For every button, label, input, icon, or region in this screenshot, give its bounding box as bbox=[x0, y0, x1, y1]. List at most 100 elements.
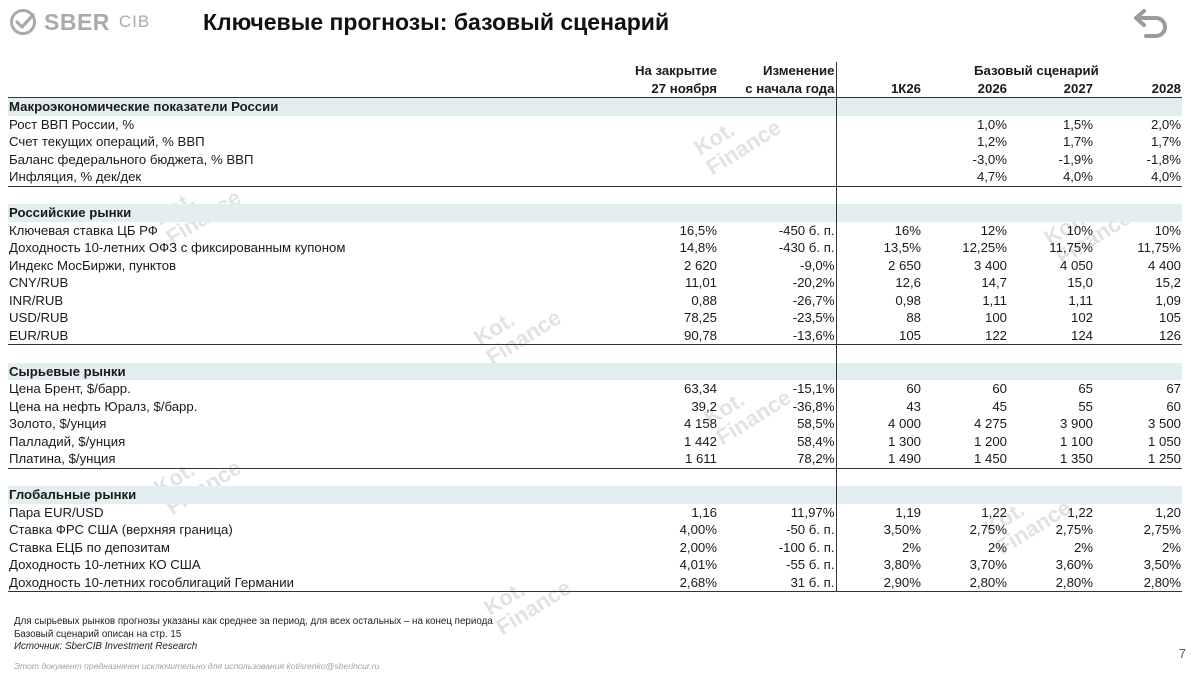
cell-close: 4 158 bbox=[683, 416, 717, 431]
section-header: Российские рынки bbox=[8, 204, 1182, 222]
cell-v2: 1 450 bbox=[922, 450, 1008, 469]
row-label: Ставка ЕЦБ по депозитам bbox=[9, 539, 170, 555]
page-title: Ключевые прогнозы: базовый сценарий bbox=[203, 9, 670, 35]
cell-v3: 10% bbox=[1066, 222, 1093, 238]
cell-v4: 1,7% bbox=[1150, 134, 1181, 149]
cell-change: -100 б. п. bbox=[718, 538, 837, 556]
cell-close bbox=[578, 116, 718, 134]
cell-v2: 4,7% bbox=[922, 168, 1008, 187]
section-header: Глобальные рынки bbox=[8, 486, 1182, 504]
cell-v1: 1,19 bbox=[895, 504, 921, 520]
row-label: Рост ВВП России, % bbox=[9, 116, 135, 132]
cell-change bbox=[718, 168, 837, 187]
cell-v2: 1,11 bbox=[982, 292, 1007, 308]
back-arrow-icon[interactable] bbox=[1132, 5, 1172, 41]
row-label: Палладий, $/унция bbox=[9, 433, 126, 449]
col-header-date: 27 ноября bbox=[578, 79, 718, 98]
cell-v1: 88 bbox=[906, 310, 921, 325]
cell-v1: 43 bbox=[906, 398, 921, 414]
table-row: Счет текущих операций, % ВВП 1,2% 1,7% 1,7% bbox=[8, 133, 1182, 151]
section-title: Российские рынки bbox=[8, 204, 578, 222]
cell-change: -36,8% bbox=[718, 397, 837, 415]
row-label: Индекс МосБиржи, пунктов bbox=[9, 257, 177, 273]
cell-change: -450 б. п. bbox=[718, 221, 837, 239]
cell-v2: 1 200 bbox=[973, 433, 1007, 449]
table-body: Макроэкономические показатели России Рост… bbox=[8, 97, 1182, 592]
sber-cib-logo: SBER CIB bbox=[9, 6, 150, 38]
row-label: INR/RUB bbox=[9, 292, 64, 308]
cell-v4: 105 bbox=[1158, 310, 1181, 325]
cell-v4: 2,80% bbox=[1094, 573, 1182, 592]
cell-close: 39,2 bbox=[691, 398, 717, 414]
cell-v1: 13,5% bbox=[883, 240, 921, 255]
table-row: Рост ВВП России, % 1,0% 1,5% 2,0% bbox=[8, 115, 1182, 134]
cell-v3: 102 bbox=[1070, 310, 1093, 325]
cell-v4: 15,2 bbox=[1155, 275, 1181, 290]
cell-close: 90,78 bbox=[578, 326, 718, 345]
disclaimer: Этот документ предназначен исключительно… bbox=[14, 661, 380, 671]
cell-v3: 1,11 bbox=[1068, 292, 1093, 308]
sber-check-icon bbox=[10, 9, 36, 35]
row-label: Доходность 10-летних ОФЗ с фиксированным… bbox=[9, 240, 346, 255]
cell-v4: 11,75% bbox=[1137, 240, 1181, 255]
cell-close: 2,00% bbox=[679, 539, 717, 555]
cell-v3: 3 900 bbox=[1059, 416, 1093, 431]
cell-v1: 2% bbox=[901, 539, 921, 555]
row-label: Платина, $/унция bbox=[8, 450, 578, 469]
section-header: Макроэкономические показатели России bbox=[8, 97, 1182, 116]
row-label: Цена на нефть Юралз, $/барр. bbox=[9, 398, 198, 414]
cell-v3: 124 bbox=[1008, 326, 1094, 345]
cell-v2: 14,7 bbox=[981, 275, 1007, 290]
cell-v2: 2,75% bbox=[969, 522, 1007, 537]
cell-v1: 60 bbox=[906, 381, 921, 396]
cell-v1: 1 490 bbox=[836, 450, 922, 469]
table-row: Ключевая ставка ЦБ РФ 16,5% -450 б. п. 16% 1… bbox=[8, 221, 1182, 239]
table-row: Палладий, $/унция 1 442 58,4% 1 300 1 200 1 1… bbox=[8, 432, 1182, 450]
cell-close: 0,88 bbox=[691, 292, 717, 308]
cell-change bbox=[718, 150, 837, 168]
section-spacer bbox=[8, 468, 1182, 486]
cell-v3: 1,7% bbox=[1062, 134, 1093, 149]
cell-close bbox=[578, 151, 718, 169]
highlighted-value: 100 bbox=[978, 310, 1008, 327]
cell-close bbox=[578, 168, 718, 187]
cell-v4: -1,8% bbox=[1146, 151, 1181, 167]
cell-v1: 2,90% bbox=[836, 573, 922, 592]
cell-change: 31 б. п. bbox=[718, 573, 837, 592]
cell-v1 bbox=[836, 133, 922, 151]
section-spacer bbox=[8, 344, 1182, 363]
cell-close: 2 620 bbox=[683, 257, 717, 273]
cell-v2: 12% bbox=[922, 222, 1008, 239]
cell-v1 bbox=[836, 151, 922, 169]
cell-close: 4,01% bbox=[679, 557, 717, 572]
cell-v4: 2,0% bbox=[1150, 116, 1181, 132]
cell-v2: 3 400 bbox=[922, 257, 1008, 274]
table-row: EUR/RUB 90,78 -13,6% 105 122 124 126 bbox=[8, 326, 1182, 345]
cell-close: 78,25 bbox=[683, 310, 717, 325]
table-row: USD/RUB 78,25 -23,5% 88 100 102 105 bbox=[8, 309, 1182, 327]
cell-v1: 1 300 bbox=[887, 433, 921, 449]
cell-v2: 100 bbox=[922, 309, 1008, 327]
col-header-1k26: 1К26 bbox=[836, 79, 922, 98]
row-label: Счет текущих операций, % ВВП bbox=[9, 134, 205, 149]
cell-v2: 2% bbox=[987, 539, 1007, 555]
cell-v1: 0,98 bbox=[895, 292, 921, 308]
cell-v4: 126 bbox=[1094, 326, 1182, 345]
cell-close: 2,68% bbox=[578, 573, 718, 592]
highlighted-value: 3 400 bbox=[967, 257, 1008, 274]
row-label: Золото, $/унция bbox=[9, 416, 107, 431]
row-label: Доходность 10-летних КО США bbox=[9, 557, 201, 572]
cell-change: -430 б. п. bbox=[718, 239, 837, 257]
cell-v4: 60 bbox=[1166, 398, 1181, 414]
table-row: Индекс МосБиржи, пунктов 2 620 -9,0% 2 650 3… bbox=[8, 256, 1182, 274]
cell-v4: 3 500 bbox=[1147, 416, 1181, 431]
cell-v3: 4,0% bbox=[1008, 168, 1094, 187]
cell-v3: 65 bbox=[1078, 381, 1093, 396]
cell-v4: 1,09 bbox=[1155, 292, 1181, 308]
cell-change: -23,5% bbox=[718, 309, 837, 327]
cell-v1 bbox=[836, 116, 922, 134]
cell-v3: 4 050 bbox=[1059, 257, 1093, 273]
col-header-2026: 2026 bbox=[922, 79, 1008, 98]
row-label: USD/RUB bbox=[9, 310, 69, 325]
section-spacer bbox=[8, 186, 1182, 204]
